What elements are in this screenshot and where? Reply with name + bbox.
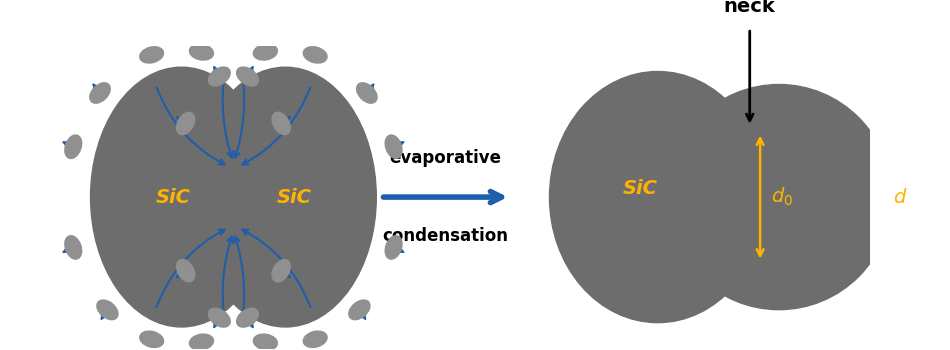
Ellipse shape [189,334,214,350]
Ellipse shape [140,47,163,63]
Text: SiC: SiC [623,179,657,198]
Circle shape [666,84,891,310]
Ellipse shape [177,112,195,135]
Ellipse shape [303,47,327,63]
Ellipse shape [189,44,214,60]
Text: neck: neck [724,0,775,16]
Ellipse shape [208,67,230,86]
Ellipse shape [65,135,82,159]
Ellipse shape [385,236,402,259]
Text: $d$: $d$ [893,188,907,206]
Ellipse shape [385,135,402,159]
Ellipse shape [65,236,82,259]
Ellipse shape [195,67,376,327]
Ellipse shape [303,331,327,348]
Text: evaporative: evaporative [390,149,502,167]
Ellipse shape [254,44,277,60]
Ellipse shape [237,67,258,86]
Text: $d_0$: $d_0$ [770,186,792,208]
Ellipse shape [208,308,230,327]
Ellipse shape [90,83,110,103]
Ellipse shape [349,300,370,320]
Text: SiC: SiC [276,188,312,206]
Text: SiC: SiC [156,188,190,206]
Ellipse shape [272,112,291,135]
Ellipse shape [549,71,766,323]
Ellipse shape [177,259,195,282]
Ellipse shape [272,259,291,282]
Ellipse shape [254,334,277,350]
Text: condensation: condensation [383,227,508,245]
Ellipse shape [237,308,258,327]
Ellipse shape [140,331,163,348]
Ellipse shape [90,67,273,327]
Ellipse shape [356,83,377,103]
Ellipse shape [97,300,118,320]
